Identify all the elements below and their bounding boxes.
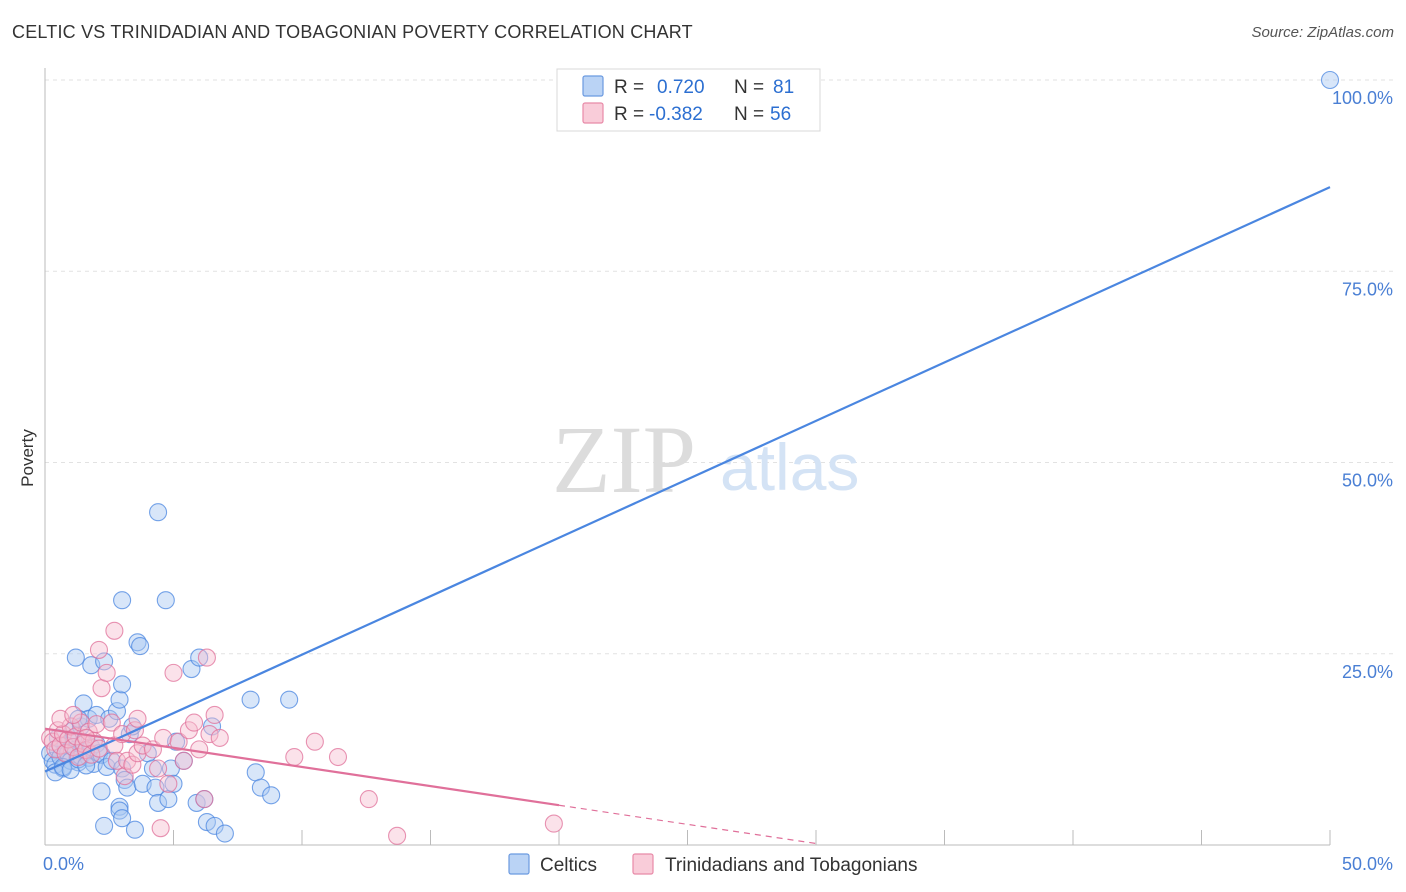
point-trinidadians-24 bbox=[97, 663, 116, 682]
legend-top: R = 0.720 N = 81 R = -0.382 N = 56 bbox=[556, 68, 821, 132]
point-trinidadians-57 bbox=[544, 814, 563, 833]
point-trinidadians-27 bbox=[107, 751, 127, 770]
point-celtics-73 bbox=[95, 816, 114, 835]
axes bbox=[44, 68, 1331, 846]
point-trinidadians-35 bbox=[105, 621, 124, 640]
legend-bottom-swatch-trinidadians bbox=[632, 853, 654, 875]
point-trinidadians-58 bbox=[151, 819, 170, 838]
point-trinidadians-34 bbox=[89, 640, 109, 659]
point-celtics-81 bbox=[1320, 70, 1340, 90]
y-tick-labels: 25.0% 50.0% 75.0% 100.0% bbox=[1332, 88, 1393, 682]
point-trinidadians-44 bbox=[174, 751, 193, 770]
y-tick-label-50: 50.0% bbox=[1342, 471, 1393, 491]
legend-r-value-trinidadians: -0.382 bbox=[649, 104, 703, 125]
point-celtics-46 bbox=[113, 591, 132, 610]
point-celtics-56 bbox=[159, 790, 178, 809]
legend-swatch-trinidadians bbox=[582, 102, 604, 124]
watermark-zip: ZIP bbox=[552, 406, 696, 513]
legend-r-label-trinidadians: R = bbox=[614, 104, 644, 125]
legend-bottom-swatch-celtics bbox=[508, 853, 530, 875]
y-tick-label-25: 25.0% bbox=[1342, 662, 1393, 682]
x-tick-labels: 0.0% 50.0% bbox=[43, 854, 1393, 874]
watermark-atlas: atlas bbox=[720, 430, 859, 504]
point-trinidadians-22 bbox=[77, 728, 96, 747]
legend-swatch-celtics bbox=[582, 75, 604, 97]
legend-r-value-celtics: 0.720 bbox=[657, 77, 705, 98]
chart-source: Source: ZipAtlas.com bbox=[1251, 24, 1394, 41]
point-celtics-70 bbox=[92, 782, 111, 801]
chart-title: CELTIC VS TRINIDADIAN AND TOBAGONIAN POV… bbox=[12, 22, 693, 42]
legend-n-label-celtics: N = bbox=[734, 77, 764, 98]
x-tick-label-max: 50.0% bbox=[1342, 854, 1393, 874]
point-trinidadians-56 bbox=[388, 826, 407, 845]
point-trinidadians-40 bbox=[154, 728, 173, 747]
point-celtics-79 bbox=[280, 690, 299, 709]
point-celtics-52 bbox=[143, 759, 162, 778]
point-celtics-58 bbox=[164, 774, 183, 793]
point-trinidadians-23 bbox=[92, 679, 111, 698]
point-celtics-37 bbox=[102, 751, 121, 770]
point-trinidadians-46 bbox=[185, 713, 204, 732]
point-trinidadians-39 bbox=[149, 759, 168, 778]
point-trinidadians-53 bbox=[285, 747, 304, 767]
point-trinidadians-59 bbox=[328, 747, 348, 767]
point-trinidadians-50 bbox=[197, 648, 216, 667]
point-trinidadians-21 bbox=[64, 705, 83, 725]
point-trinidadians-48 bbox=[195, 790, 214, 809]
data-points bbox=[41, 70, 1340, 845]
x-tick-label-min: 0.0% bbox=[43, 854, 84, 874]
point-celtics-38 bbox=[107, 702, 127, 721]
point-celtics-45 bbox=[113, 675, 132, 694]
y-tick-label-75: 75.0% bbox=[1342, 279, 1393, 299]
point-celtics-55 bbox=[156, 591, 175, 610]
legend-n-value-celtics: 81 bbox=[773, 77, 794, 98]
point-trinidadians-41 bbox=[159, 774, 178, 793]
legend-bottom: Celtics Trinidadians and Tobagonians bbox=[508, 853, 917, 876]
point-celtics-74 bbox=[125, 820, 144, 839]
point-celtics-30 bbox=[66, 648, 85, 667]
point-celtics-64 bbox=[190, 648, 209, 667]
point-celtics-42 bbox=[118, 778, 137, 797]
point-celtics-69 bbox=[215, 824, 234, 843]
point-trinidadians-47 bbox=[190, 740, 209, 759]
trend-line-celtics bbox=[44, 186, 1331, 773]
point-celtics-39 bbox=[110, 690, 129, 709]
point-celtics-54 bbox=[149, 793, 168, 812]
point-celtics-76 bbox=[246, 763, 265, 782]
point-trinidadians-52 bbox=[210, 728, 229, 747]
point-trinidadians-51 bbox=[205, 705, 224, 725]
point-celtics-60 bbox=[149, 503, 168, 522]
point-trinidadians-8 bbox=[61, 717, 80, 736]
trend-line-trinidadians bbox=[44, 727, 560, 807]
y-axis-label: Poverty bbox=[18, 429, 37, 487]
legend-r-label-celtics: R = bbox=[614, 77, 644, 98]
point-trinidadians-49 bbox=[200, 725, 219, 744]
point-trinidadians-31 bbox=[123, 755, 142, 774]
point-trinidadians-36 bbox=[128, 709, 147, 728]
y-tick-label-100: 100.0% bbox=[1332, 88, 1393, 108]
point-celtics-75 bbox=[241, 690, 260, 709]
point-trinidadians-42 bbox=[164, 663, 183, 682]
point-celtics-78 bbox=[262, 786, 281, 805]
point-celtics-67 bbox=[205, 816, 224, 835]
point-trinidadians-18 bbox=[87, 715, 106, 734]
legend-bottom-label-celtics: Celtics bbox=[540, 855, 597, 876]
point-celtics-47 bbox=[110, 797, 129, 816]
point-trinidadians-25 bbox=[102, 713, 121, 732]
point-celtics-35 bbox=[95, 652, 114, 671]
point-trinidadians-55 bbox=[359, 790, 378, 809]
point-celtics-49 bbox=[131, 637, 150, 656]
legend-n-value-trinidadians: 56 bbox=[770, 104, 791, 125]
trend-lines bbox=[44, 186, 1331, 845]
point-trinidadians-54 bbox=[305, 732, 324, 751]
point-trinidadians-43 bbox=[169, 732, 188, 751]
legend-n-label-trinidadians: N = bbox=[734, 104, 764, 125]
legend-bottom-label-trinidadians: Trinidadians and Tobagonians bbox=[665, 855, 917, 876]
point-celtics-77 bbox=[251, 778, 270, 797]
point-celtics-72 bbox=[113, 809, 132, 828]
grid-lines bbox=[45, 79, 1395, 655]
